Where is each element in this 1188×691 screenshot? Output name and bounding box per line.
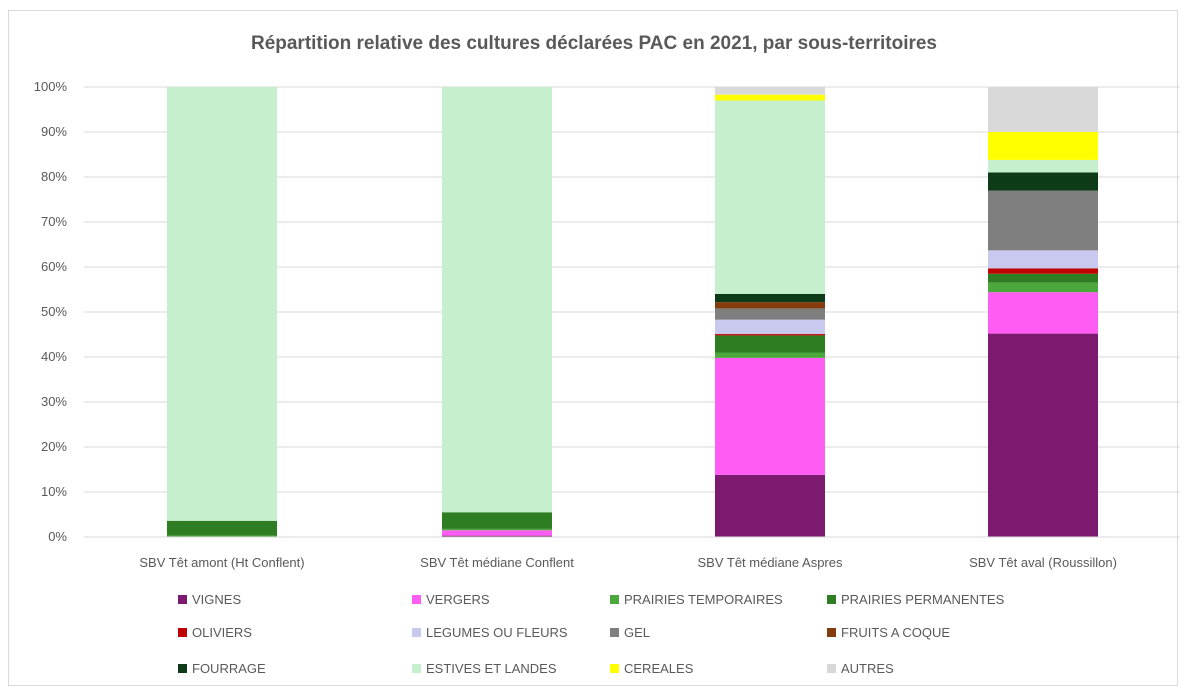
y-tick-label: 40% xyxy=(41,349,67,364)
legend-swatch xyxy=(610,664,619,673)
x-axis: SBV Têt amont (Ht Conflent) SBV Têt média… xyxy=(84,536,1180,570)
bar-segment xyxy=(988,172,1098,191)
bar-segment xyxy=(715,294,825,303)
y-tick-label: 80% xyxy=(41,169,67,184)
legend-item: VIGNES xyxy=(178,592,241,607)
bar-segment xyxy=(988,268,1098,274)
bar-segment xyxy=(988,159,1098,173)
bar-segment xyxy=(715,474,825,537)
legend-label: OLIVIERS xyxy=(192,625,252,640)
bar-segment xyxy=(715,308,825,320)
bar-segment xyxy=(988,132,1098,160)
bar-segment xyxy=(715,357,825,475)
bar-segment xyxy=(715,352,825,358)
y-tick-label: 20% xyxy=(41,439,67,454)
legend-swatch xyxy=(412,628,421,637)
bar-segment xyxy=(167,520,277,536)
bar-stack xyxy=(442,87,552,537)
bar-stack xyxy=(715,87,825,537)
bar-segment xyxy=(988,292,1098,334)
x-tick-label: SBV Têt médiane Conflent xyxy=(420,555,574,570)
legend-label: PRAIRIES PERMANENTES xyxy=(841,592,1005,607)
legend-label: AUTRES xyxy=(841,661,894,676)
bar-segment xyxy=(988,282,1098,293)
legend-label: CEREALES xyxy=(624,661,694,676)
bar-segment xyxy=(715,94,825,101)
bar-segment xyxy=(167,535,277,537)
legend-swatch xyxy=(827,595,836,604)
legend-item: VERGERS xyxy=(412,592,490,607)
y-tick-label: 50% xyxy=(41,304,67,319)
legend-swatch xyxy=(412,595,421,604)
legend-swatch xyxy=(178,595,187,604)
legend-label: PRAIRIES TEMPORAIRES xyxy=(624,592,783,607)
legend-item: GEL xyxy=(610,625,650,640)
legend-swatch xyxy=(610,628,619,637)
legend-item: AUTRES xyxy=(827,661,894,676)
bar-segment xyxy=(988,87,1098,132)
legend-item: OLIVIERS xyxy=(178,625,252,640)
legend-swatch xyxy=(178,664,187,673)
y-tick-label: 70% xyxy=(41,214,67,229)
x-tick-label: SBV Têt aval (Roussillon) xyxy=(969,555,1117,570)
bar-segment xyxy=(167,87,277,521)
legend-item: FOURRAGE xyxy=(178,661,266,676)
legend-swatch xyxy=(610,595,619,604)
y-tick-label: 60% xyxy=(41,259,67,274)
bar-segment xyxy=(715,302,825,309)
bar-segment xyxy=(988,190,1098,251)
bar-segment xyxy=(442,87,552,513)
x-tick-label: SBV Têt amont (Ht Conflent) xyxy=(139,555,304,570)
bar-segment xyxy=(988,273,1098,283)
bar-segment xyxy=(442,512,552,529)
bar-segment xyxy=(715,87,825,95)
legend-label: VERGERS xyxy=(426,592,490,607)
legend-swatch xyxy=(178,628,187,637)
legend-label: VIGNES xyxy=(192,592,241,607)
y-tick-label: 90% xyxy=(41,124,67,139)
legend-label: ESTIVES ET LANDES xyxy=(426,661,557,676)
y-axis: 0% 10% 20% 30% 40% 50% 60% 70% 80% 90% 100% xyxy=(34,79,68,544)
x-tick-label: SBV Têt médiane Aspres xyxy=(697,555,843,570)
legend-item: ESTIVES ET LANDES xyxy=(412,661,557,676)
bar-segment xyxy=(715,319,825,335)
bar-segment xyxy=(715,334,825,336)
legend-label: LEGUMES OU FLEURS xyxy=(426,625,568,640)
legend-label: GEL xyxy=(624,625,650,640)
bar-segment xyxy=(715,100,825,294)
bar-segment xyxy=(988,250,1098,269)
y-tick-label: 30% xyxy=(41,394,67,409)
legend-item: PRAIRIES PERMANENTES xyxy=(827,592,1005,607)
legend-swatch xyxy=(827,664,836,673)
legend: VIGNES VERGERS PRAIRIES TEMPORAIRES PRAIRIE… xyxy=(178,592,1005,676)
legend-item: FRUITS A COQUE xyxy=(827,625,950,640)
y-tick-label: 100% xyxy=(34,79,68,94)
legend-item: CEREALES xyxy=(610,661,694,676)
bar-segment xyxy=(442,535,552,537)
bar-stack xyxy=(988,87,1098,537)
bar-segment xyxy=(988,333,1098,537)
chart-title: Répartition relative des cultures déclar… xyxy=(250,33,938,54)
bar-stack xyxy=(167,87,277,537)
legend-item: LEGUMES OU FLEURS xyxy=(412,625,568,640)
legend-swatch xyxy=(412,664,421,673)
bar-segment xyxy=(442,530,552,536)
legend-swatch xyxy=(827,628,836,637)
bar-segment xyxy=(715,335,825,353)
legend-label: FRUITS A COQUE xyxy=(841,625,950,640)
bars xyxy=(167,87,1098,537)
y-tick-label: 10% xyxy=(41,484,67,499)
bar-segment xyxy=(442,528,552,531)
legend-label: FOURRAGE xyxy=(192,661,266,676)
y-tick-label: 0% xyxy=(48,529,67,544)
legend-item: PRAIRIES TEMPORAIRES xyxy=(610,592,783,607)
